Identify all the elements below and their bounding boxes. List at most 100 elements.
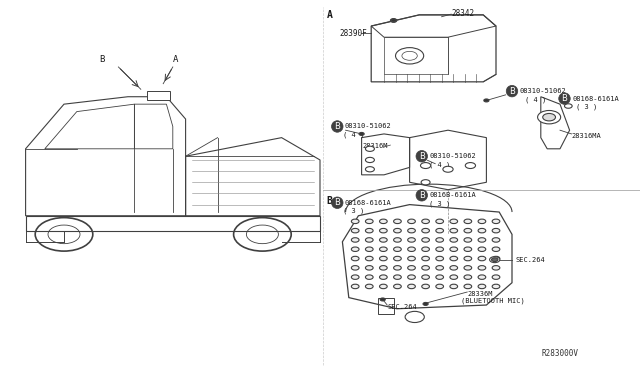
- Circle shape: [408, 238, 415, 242]
- Circle shape: [380, 266, 387, 270]
- Circle shape: [408, 228, 415, 233]
- Circle shape: [394, 238, 401, 242]
- Text: 08168-6161A: 08168-6161A: [345, 200, 392, 206]
- Circle shape: [351, 266, 359, 270]
- Circle shape: [420, 163, 431, 169]
- Text: ( 4 ): ( 4 ): [343, 131, 364, 138]
- Circle shape: [408, 284, 415, 289]
- Text: ( 3 ): ( 3 ): [343, 208, 364, 214]
- FancyBboxPatch shape: [147, 91, 170, 100]
- Circle shape: [359, 132, 364, 135]
- Circle shape: [351, 256, 359, 261]
- Circle shape: [436, 247, 444, 251]
- Circle shape: [464, 247, 472, 251]
- Circle shape: [365, 146, 374, 151]
- Circle shape: [408, 256, 415, 261]
- Circle shape: [365, 247, 373, 251]
- Circle shape: [422, 247, 429, 251]
- Circle shape: [380, 275, 387, 279]
- Circle shape: [365, 238, 373, 242]
- Circle shape: [422, 284, 429, 289]
- Text: 28336M: 28336M: [467, 291, 493, 297]
- Circle shape: [443, 166, 453, 172]
- Text: (BLUETOOTH MIC): (BLUETOOTH MIC): [461, 297, 525, 304]
- Circle shape: [450, 266, 458, 270]
- Text: R283000V: R283000V: [541, 349, 579, 358]
- Circle shape: [380, 247, 387, 251]
- Circle shape: [380, 238, 387, 242]
- Circle shape: [380, 298, 385, 301]
- Circle shape: [365, 284, 373, 289]
- Circle shape: [478, 219, 486, 224]
- Circle shape: [380, 284, 387, 289]
- Text: B: B: [334, 198, 340, 207]
- Text: B: B: [419, 152, 425, 161]
- Circle shape: [380, 256, 387, 261]
- Circle shape: [492, 219, 500, 224]
- Circle shape: [394, 266, 401, 270]
- Text: B: B: [100, 55, 105, 64]
- Text: 28342: 28342: [451, 9, 474, 17]
- Circle shape: [492, 247, 500, 251]
- Circle shape: [422, 266, 429, 270]
- Circle shape: [380, 219, 387, 224]
- Circle shape: [380, 228, 387, 233]
- Circle shape: [394, 275, 401, 279]
- Circle shape: [464, 266, 472, 270]
- Circle shape: [450, 256, 458, 261]
- Circle shape: [450, 247, 458, 251]
- Circle shape: [422, 238, 429, 242]
- Text: 08310-51062: 08310-51062: [429, 153, 476, 159]
- Circle shape: [390, 19, 397, 22]
- Circle shape: [492, 256, 500, 261]
- Circle shape: [492, 228, 500, 233]
- Circle shape: [464, 275, 472, 279]
- Circle shape: [478, 284, 486, 289]
- Text: 28390F: 28390F: [339, 29, 367, 38]
- Circle shape: [408, 247, 415, 251]
- Circle shape: [394, 247, 401, 251]
- Circle shape: [478, 238, 486, 242]
- Circle shape: [394, 228, 401, 233]
- Circle shape: [365, 167, 374, 172]
- Text: 08310-51062: 08310-51062: [345, 124, 392, 129]
- Circle shape: [464, 284, 472, 289]
- Text: B: B: [509, 87, 515, 96]
- Circle shape: [351, 238, 359, 242]
- Circle shape: [450, 238, 458, 242]
- Text: 28316MA: 28316MA: [572, 133, 601, 139]
- Circle shape: [436, 238, 444, 242]
- Text: A: A: [173, 55, 179, 64]
- Circle shape: [394, 284, 401, 289]
- Text: SEC.264: SEC.264: [515, 257, 545, 263]
- Circle shape: [492, 266, 500, 270]
- Circle shape: [394, 256, 401, 261]
- Circle shape: [478, 228, 486, 233]
- Text: 28316M: 28316M: [363, 143, 388, 149]
- FancyBboxPatch shape: [378, 298, 394, 314]
- Circle shape: [450, 275, 458, 279]
- Circle shape: [351, 275, 359, 279]
- Circle shape: [408, 219, 415, 224]
- Circle shape: [365, 256, 373, 261]
- Circle shape: [492, 258, 498, 262]
- Circle shape: [450, 284, 458, 289]
- Circle shape: [450, 219, 458, 224]
- Text: B: B: [326, 196, 332, 206]
- Text: A: A: [326, 10, 332, 20]
- Circle shape: [351, 284, 359, 289]
- Circle shape: [365, 275, 373, 279]
- Circle shape: [365, 228, 373, 233]
- Circle shape: [351, 247, 359, 251]
- Circle shape: [564, 104, 572, 108]
- Circle shape: [422, 219, 429, 224]
- Circle shape: [423, 302, 428, 305]
- Circle shape: [408, 275, 415, 279]
- Circle shape: [421, 180, 430, 185]
- Text: ( 4 ): ( 4 ): [525, 97, 546, 103]
- Circle shape: [436, 275, 444, 279]
- Circle shape: [422, 275, 429, 279]
- Circle shape: [492, 238, 500, 242]
- Circle shape: [464, 238, 472, 242]
- Circle shape: [436, 266, 444, 270]
